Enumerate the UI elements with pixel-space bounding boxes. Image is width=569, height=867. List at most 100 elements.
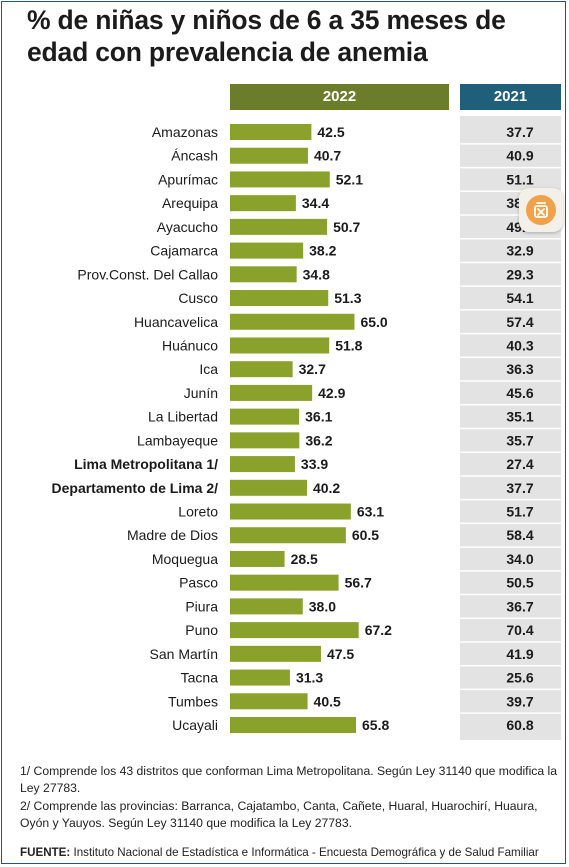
value-2021: 40.3 (506, 337, 533, 353)
value-2021: 35.1 (506, 409, 533, 425)
bar-2022 (230, 456, 295, 473)
value-2021: 60.8 (506, 717, 533, 733)
value-label-2022: 42.5 (317, 124, 344, 140)
bar-chart: Amazonas 42.5 37.7 Áncash 40.7 40.9 Apurímac 52… (52, 124, 561, 733)
category-label: Tumbes (168, 693, 218, 709)
bar-2022 (230, 550, 285, 567)
value-label-2022: 65.0 (360, 314, 387, 330)
bar-2022 (230, 432, 300, 449)
value-2021: 54.1 (506, 290, 533, 306)
bar-2022 (230, 242, 304, 259)
value-label-2022: 28.5 (291, 551, 318, 567)
category-label: Apurímac (158, 171, 218, 187)
value-2021: 36.7 (506, 598, 533, 614)
category-label: Huánuco (162, 337, 218, 353)
value-2021: 41.9 (506, 646, 533, 662)
bar-2022 (230, 124, 312, 140)
source-text: Instituto Nacional de Estadística e Info… (73, 846, 539, 859)
bar-2022 (230, 669, 290, 686)
value-label-2022: 36.1 (305, 409, 332, 425)
category-label: Lima Metropolitana 1/ (74, 456, 218, 472)
value-label-2022: 51.8 (335, 337, 362, 353)
bar-2022 (230, 147, 308, 164)
value-2021: 45.6 (506, 385, 533, 401)
footnote-2: 2/ Comprende las provincias: Barranca, C… (20, 799, 538, 830)
bar-2022 (230, 361, 293, 378)
value-2021: 35.7 (506, 432, 533, 448)
value-label-2022: 38.0 (309, 598, 336, 614)
value-2021: 29.3 (506, 266, 533, 282)
bar-2022 (230, 717, 357, 733)
value-2021: 37.7 (506, 480, 533, 496)
value-2021: 70.4 (506, 622, 533, 638)
value-2021: 39.7 (506, 693, 533, 709)
category-label: Tacna (181, 670, 219, 686)
category-label: Cusco (178, 290, 218, 306)
category-label: Junín (184, 385, 218, 401)
category-label: Huancavelica (134, 314, 218, 330)
value-label-2022: 47.5 (327, 646, 354, 662)
source-label: FUENTE: (20, 846, 71, 859)
value-2021: 36.3 (506, 361, 533, 377)
category-label: Pasco (179, 575, 218, 591)
bar-2022 (230, 598, 303, 615)
footnote-1: 1/ Comprende los 43 distritos que confor… (20, 764, 558, 795)
value-label-2022: 51.3 (334, 290, 361, 306)
value-2021: 25.6 (506, 670, 533, 686)
category-label: La Libertad (148, 409, 218, 425)
value-label-2022: 60.5 (352, 527, 379, 543)
bar-2022 (230, 503, 351, 520)
category-label: Moquegua (152, 551, 218, 567)
value-label-2022: 56.7 (345, 575, 372, 591)
value-2021: 50.5 (506, 575, 533, 591)
category-label: Loreto (178, 504, 218, 520)
value-2021: 51.1 (506, 171, 533, 187)
value-label-2022: 32.7 (299, 361, 326, 377)
category-label: Áncash (171, 148, 218, 164)
bar-2022 (230, 408, 300, 425)
value-2021: 34.0 (506, 551, 533, 567)
value-2021: 32.9 (506, 243, 533, 259)
bar-2022 (230, 574, 339, 591)
share-button[interactable] (519, 188, 563, 232)
bar-2022 (230, 693, 308, 710)
header-2021: 2021 (460, 84, 561, 110)
bar-2022 (230, 645, 321, 662)
value-label-2022: 34.4 (302, 195, 329, 211)
bar-2022 (230, 527, 346, 544)
category-label: Amazonas (152, 124, 218, 140)
value-label-2022: 38.2 (309, 243, 336, 259)
value-label-2022: 36.2 (305, 432, 332, 448)
value-label-2022: 63.1 (357, 504, 384, 520)
bar-2022 (230, 266, 297, 283)
value-label-2022: 34.8 (303, 266, 330, 282)
value-label-2022: 65.8 (362, 717, 389, 733)
category-label: Departamento de Lima 2/ (52, 480, 219, 496)
value-2021: 40.9 (506, 148, 533, 164)
bar-2022 (230, 622, 359, 639)
category-label: Piura (185, 598, 218, 614)
category-label: Puno (185, 622, 218, 638)
bar-2022 (230, 218, 328, 235)
source-line: FUENTE: Instituto Nacional de Estadístic… (20, 845, 565, 861)
value-2021: 37.7 (506, 124, 533, 140)
value-label-2022: 40.5 (314, 693, 341, 709)
value-label-2022: 40.2 (313, 480, 340, 496)
bar-2022 (230, 479, 307, 496)
value-label-2022: 52.1 (336, 171, 363, 187)
value-label-2022: 42.9 (318, 385, 345, 401)
header-2022: 2022 (230, 84, 449, 110)
chart-title: % de niñas y niños de 6 a 35 meses de ed… (27, 5, 506, 67)
bar-2022 (230, 313, 355, 330)
bar-2022 (230, 384, 313, 401)
category-label: Ucayali (172, 717, 218, 733)
category-label: Prov.Const. Del Callao (77, 266, 218, 282)
bar-2022 (230, 171, 330, 188)
category-label: Madre de Dios (127, 527, 218, 543)
category-label: Ayacucho (157, 219, 218, 235)
category-label: Ica (199, 361, 218, 377)
category-label: Arequipa (162, 195, 218, 211)
category-label: Cajamarca (150, 243, 218, 259)
value-label-2022: 40.7 (314, 148, 341, 164)
